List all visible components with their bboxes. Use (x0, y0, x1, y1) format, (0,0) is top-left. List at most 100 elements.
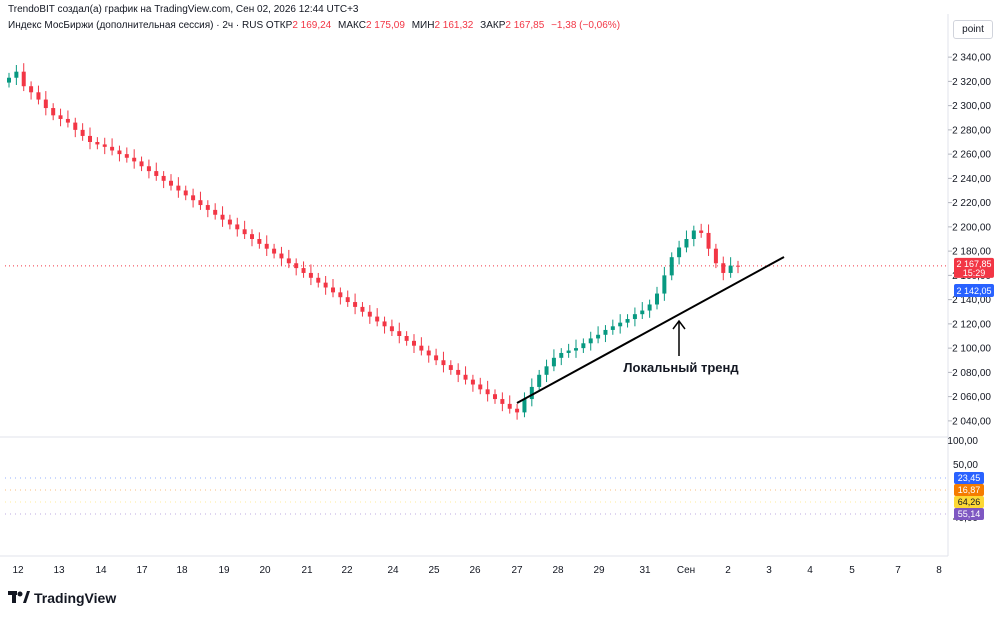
candle-body (463, 374, 468, 380)
symbol-name: Индекс МосБиржи (дополнительная сессия) … (8, 20, 264, 31)
candle-body (404, 336, 409, 341)
candle-body (43, 99, 48, 109)
y-tick-label: 2 220,00 (952, 198, 991, 209)
y-tick-label: 2 200,00 (952, 222, 991, 233)
candle-body (183, 190, 188, 196)
candle-body (375, 316, 380, 322)
candle-body (161, 175, 166, 181)
trend-line (516, 256, 785, 404)
candle-body (88, 135, 92, 142)
candle-body (544, 366, 549, 375)
y-tick-label: 2 260,00 (952, 150, 991, 161)
candle-body (220, 214, 225, 220)
close-value: 2 167,85 (505, 20, 545, 31)
indicator-badge (954, 472, 984, 484)
candle-body (382, 321, 387, 327)
indicator-badge-value: 64,26 (958, 497, 981, 507)
candle-body (331, 287, 335, 293)
candle-timer: 15:29 (963, 268, 986, 278)
candle-body (448, 365, 453, 370)
candle-body (434, 355, 439, 361)
candle-body (610, 326, 615, 330)
candle-body (537, 374, 542, 387)
x-tick-label: 14 (95, 565, 107, 576)
candle-body (632, 314, 637, 320)
x-tick-label: 31 (639, 565, 651, 576)
indicator-badge (954, 484, 984, 496)
indicator-badge (954, 508, 984, 520)
x-tick-label: 22 (341, 565, 353, 576)
candle-body (551, 357, 556, 367)
candle-body (205, 205, 210, 210)
candle-body (478, 384, 483, 390)
candle-body (21, 71, 26, 87)
candle-body (14, 71, 19, 78)
y-tick-label: 2 040,00 (952, 416, 991, 427)
candle-body (441, 360, 446, 366)
candle-body (345, 297, 350, 303)
y-tick-label: 2 340,00 (952, 53, 991, 64)
candle-body (529, 386, 534, 400)
x-tick-label: 17 (136, 565, 148, 576)
current-price-badge (954, 257, 994, 278)
candle-body (559, 352, 564, 358)
candle-body (110, 146, 115, 151)
candle-body (279, 253, 284, 259)
candle-body (272, 248, 277, 254)
candle-body (235, 224, 240, 230)
candle-body (522, 399, 527, 413)
tradingview-logo: TradingView (8, 590, 116, 606)
indicator-axis-label: 100,00 (947, 436, 978, 447)
candle-body (286, 258, 291, 264)
candle-body (102, 144, 107, 147)
tradingview-logo-icon (8, 591, 30, 603)
candle-body (301, 268, 306, 273)
candle-body (95, 142, 100, 145)
candle-body (294, 263, 299, 269)
candle-body (51, 108, 56, 116)
point-button[interactable]: point (953, 20, 993, 39)
y-tick-label: 2 280,00 (952, 125, 991, 136)
candle-body (713, 248, 718, 264)
trend-annotation-label: Локальный тренд (623, 360, 739, 375)
change-value: −1,38 (−0,06%) (551, 20, 621, 31)
candle-body (655, 293, 659, 305)
candle-body (316, 277, 321, 283)
y-tick-label: 2 080,00 (952, 368, 991, 379)
x-tick-label: 18 (176, 565, 188, 576)
candle-body (117, 150, 122, 155)
x-tick-label: 3 (766, 565, 772, 576)
low-label: МИН (411, 20, 435, 31)
candle-body (124, 154, 129, 158)
annotation-arrow-head (672, 319, 686, 330)
candle-body (29, 86, 34, 93)
x-tick-label: 13 (53, 565, 65, 576)
current-price-value: 2 167,85 (956, 259, 991, 269)
y-tick-label: 2 180,00 (952, 247, 991, 258)
symbol-info-line: Индекс МосБиржи (дополнительная сессия) … (8, 20, 624, 31)
candle-body (7, 77, 11, 83)
candle-body (154, 171, 159, 176)
candle-body (640, 310, 645, 315)
high-value: 2 175,09 (365, 20, 405, 31)
candle-body (706, 232, 711, 249)
candle-body (73, 122, 78, 130)
x-tick-label: 12 (12, 565, 24, 576)
candle-body (493, 394, 497, 400)
x-tick-label: 5 (849, 565, 855, 576)
level-badge-value: 2 142,05 (956, 286, 991, 296)
x-tick-label: 26 (469, 565, 481, 576)
x-tick-label: 8 (936, 565, 942, 576)
candle-body (353, 302, 358, 307)
candle-body (389, 326, 394, 332)
candle-body (618, 322, 623, 327)
candle-body (647, 304, 652, 311)
y-tick-label: 2 240,00 (952, 174, 991, 185)
indicator-badge (954, 496, 984, 508)
candle-body (515, 408, 520, 413)
indicator-badge-value: 16,87 (958, 485, 981, 495)
candle-body (507, 403, 512, 409)
low-value: 2 161,32 (434, 20, 474, 31)
candle-body (367, 311, 372, 317)
